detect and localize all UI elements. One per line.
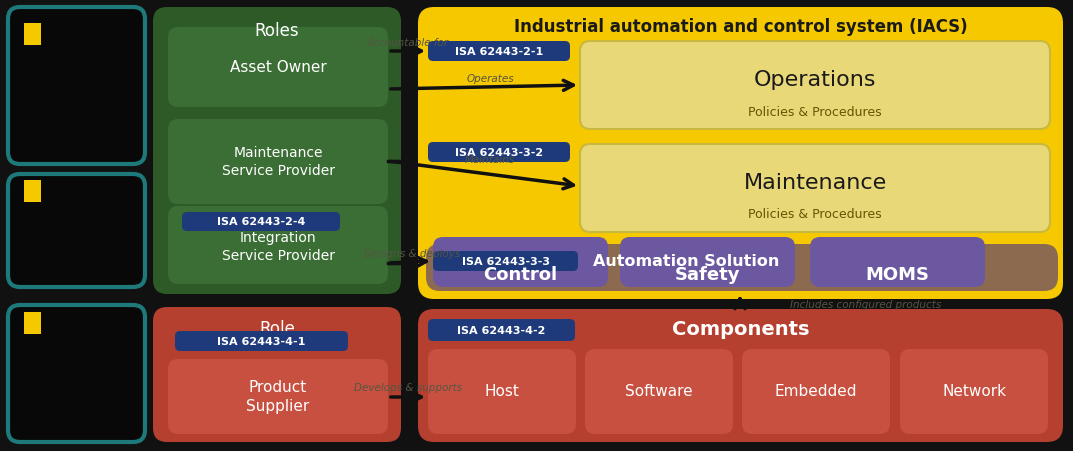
FancyBboxPatch shape <box>426 244 1058 291</box>
Text: Control: Control <box>484 266 558 284</box>
FancyBboxPatch shape <box>743 349 890 434</box>
FancyBboxPatch shape <box>168 359 388 434</box>
Text: Embedded: Embedded <box>775 384 857 399</box>
Text: Maintenance
Service Provider: Maintenance Service Provider <box>221 146 335 178</box>
Text: 1: 1 <box>25 313 40 333</box>
FancyBboxPatch shape <box>8 8 145 165</box>
Text: Policies & Procedures: Policies & Procedures <box>748 105 882 118</box>
FancyBboxPatch shape <box>182 212 340 231</box>
Text: Network: Network <box>942 384 1006 399</box>
Text: Accountable for: Accountable for <box>367 38 450 48</box>
FancyBboxPatch shape <box>428 349 576 434</box>
Text: ISA 62443-4-1: ISA 62443-4-1 <box>218 336 306 346</box>
Text: MOMS: MOMS <box>866 266 929 284</box>
FancyBboxPatch shape <box>168 28 388 108</box>
FancyBboxPatch shape <box>175 331 348 351</box>
Text: 2: 2 <box>25 182 40 202</box>
Text: Designs & deploys: Designs & deploys <box>364 249 460 258</box>
Text: Integration
Service Provider: Integration Service Provider <box>221 230 335 262</box>
Text: Develops & supports: Develops & supports <box>354 382 462 392</box>
FancyBboxPatch shape <box>433 238 608 287</box>
Text: Maintains: Maintains <box>465 155 515 165</box>
FancyBboxPatch shape <box>585 349 733 434</box>
Text: ISA 62443-4-2: ISA 62443-4-2 <box>457 325 546 335</box>
Text: Host: Host <box>485 384 519 399</box>
Text: ISA 62443-2-4: ISA 62443-2-4 <box>217 217 305 227</box>
FancyBboxPatch shape <box>418 309 1063 442</box>
Text: Product
Supplier: Product Supplier <box>247 379 310 414</box>
Text: Operates: Operates <box>466 74 514 84</box>
Text: ISA 62443-3-3: ISA 62443-3-3 <box>461 257 549 267</box>
Text: Roles: Roles <box>254 22 299 40</box>
Text: ISA 62443-2-1: ISA 62443-2-1 <box>455 47 543 57</box>
FancyBboxPatch shape <box>428 143 570 163</box>
Text: Policies & Procedures: Policies & Procedures <box>748 208 882 221</box>
FancyBboxPatch shape <box>433 252 578 272</box>
FancyBboxPatch shape <box>580 145 1050 232</box>
Text: Includes configured products: Includes configured products <box>790 299 941 309</box>
FancyBboxPatch shape <box>900 349 1048 434</box>
FancyBboxPatch shape <box>580 42 1050 130</box>
Text: Maintenance: Maintenance <box>744 173 886 193</box>
FancyBboxPatch shape <box>168 207 388 285</box>
FancyBboxPatch shape <box>428 42 570 62</box>
Text: Industrial automation and control system (IACS): Industrial automation and control system… <box>514 18 968 36</box>
Text: Role: Role <box>259 319 295 337</box>
FancyBboxPatch shape <box>418 8 1063 299</box>
Text: 3: 3 <box>25 25 40 45</box>
FancyBboxPatch shape <box>8 305 145 442</box>
Text: Components: Components <box>672 319 809 338</box>
FancyBboxPatch shape <box>153 307 401 442</box>
Text: Automation Solution: Automation Solution <box>592 254 779 269</box>
FancyBboxPatch shape <box>168 120 388 205</box>
Text: Software: Software <box>626 384 693 399</box>
FancyBboxPatch shape <box>810 238 985 287</box>
FancyBboxPatch shape <box>620 238 795 287</box>
FancyBboxPatch shape <box>8 175 145 287</box>
Text: ISA 62443-3-2: ISA 62443-3-2 <box>455 147 543 158</box>
FancyBboxPatch shape <box>153 8 401 295</box>
FancyBboxPatch shape <box>428 319 575 341</box>
Text: Safety: Safety <box>675 266 740 284</box>
Text: Operations: Operations <box>753 70 877 90</box>
Text: Asset Owner: Asset Owner <box>230 60 326 75</box>
